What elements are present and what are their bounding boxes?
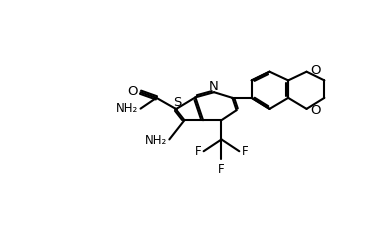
Text: O: O bbox=[310, 104, 321, 117]
Text: O: O bbox=[310, 64, 321, 77]
Text: NH₂: NH₂ bbox=[145, 134, 167, 148]
Text: F: F bbox=[241, 145, 248, 158]
Text: NH₂: NH₂ bbox=[116, 102, 138, 115]
Text: N: N bbox=[209, 79, 219, 93]
Text: S: S bbox=[173, 96, 182, 109]
Text: F: F bbox=[218, 163, 225, 176]
Text: F: F bbox=[195, 145, 201, 158]
Text: O: O bbox=[127, 85, 138, 98]
